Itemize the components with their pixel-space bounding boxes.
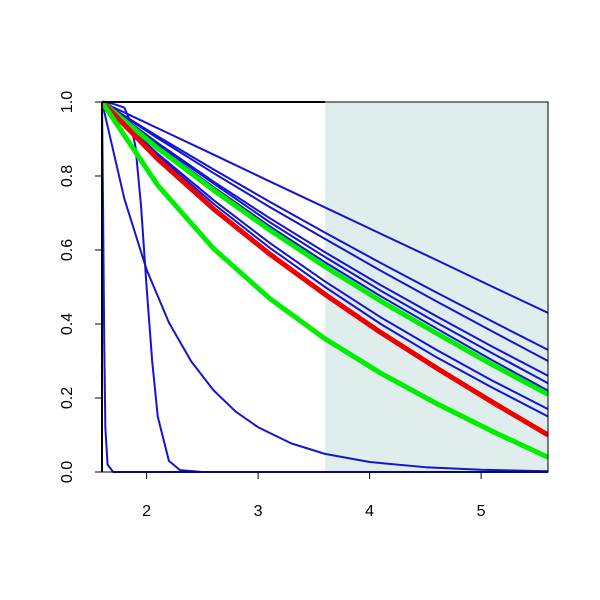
curve — [102, 101, 548, 418]
x-tick-label: 5 — [477, 503, 486, 520]
y-tick-label: 0.4 — [59, 313, 76, 335]
curve — [102, 101, 548, 473]
curve — [102, 100, 548, 397]
curve — [102, 101, 548, 314]
curve — [102, 100, 548, 460]
curve — [102, 100, 548, 438]
y-tick-label: 0.6 — [59, 239, 76, 261]
y-tick-label: 0.2 — [59, 387, 76, 409]
curve — [102, 101, 548, 473]
y-tick-label: 0.8 — [59, 165, 76, 187]
curve — [102, 101, 548, 351]
curve — [102, 101, 548, 410]
curve — [102, 101, 548, 362]
x-tick-label: 4 — [365, 503, 374, 520]
x-tick-label: 2 — [142, 503, 151, 520]
curve — [102, 101, 548, 385]
curve — [102, 101, 548, 377]
x-tick-label: 3 — [254, 503, 263, 520]
y-tick-label: 1.0 — [59, 91, 76, 113]
y-tick-label: 0.0 — [59, 461, 76, 483]
